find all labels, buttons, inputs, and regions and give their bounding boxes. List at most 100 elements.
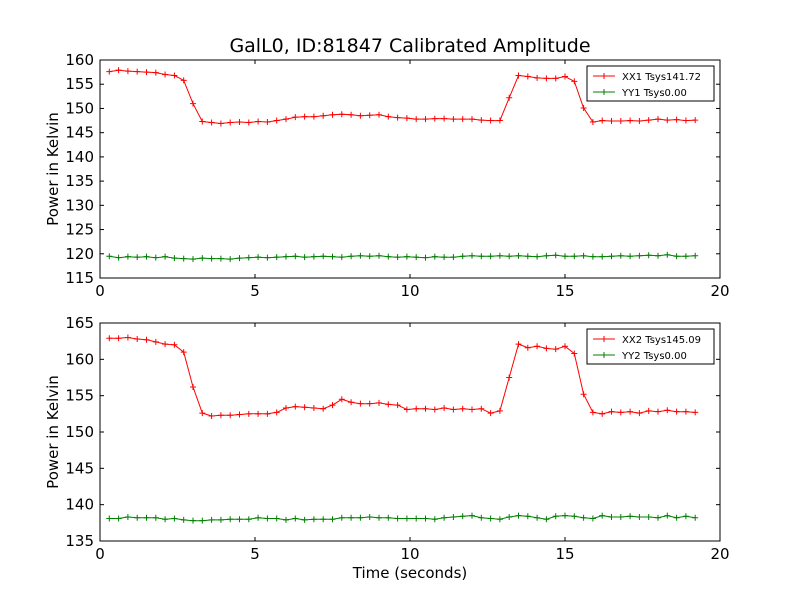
data-point: [571, 78, 578, 85]
data-point: [524, 73, 531, 80]
x-tick-label: 5: [250, 282, 260, 300]
data-point: [190, 383, 196, 390]
data-point: [543, 516, 550, 523]
data-point: [227, 119, 234, 126]
data-point: [394, 254, 401, 261]
data-point: [273, 515, 280, 522]
x-tick-label: 20: [710, 282, 729, 300]
data-point: [338, 396, 345, 403]
data-point: [450, 514, 457, 521]
data-point: [608, 514, 615, 521]
data-point: [422, 515, 429, 522]
data-point: [376, 399, 382, 406]
data-point: [152, 514, 159, 521]
data-point: [366, 253, 373, 260]
data-point: [459, 513, 466, 520]
data-point: [264, 410, 271, 417]
data-point: [124, 514, 131, 521]
data-point: [413, 116, 420, 123]
legend-marker: [601, 336, 607, 342]
data-point: [245, 410, 252, 417]
data-point: [217, 120, 224, 127]
data-point: [645, 407, 652, 414]
data-point: [385, 401, 392, 408]
data-point: [617, 409, 624, 416]
data-point: [636, 514, 643, 521]
data-point: [617, 514, 624, 521]
data-point: [627, 117, 634, 124]
data-point: [636, 118, 643, 125]
data-point: [403, 515, 410, 522]
data-point: [376, 252, 382, 259]
data-point: [543, 345, 550, 352]
data-point: [366, 400, 373, 407]
y-axis-label: Power in Kelvin: [44, 112, 62, 226]
data-point: [376, 111, 382, 118]
data-point: [283, 116, 289, 123]
data-point: [199, 410, 206, 417]
data-point: [255, 410, 262, 417]
data-point: [236, 119, 243, 126]
data-point: [255, 514, 262, 521]
data-point: [292, 403, 299, 410]
data-point: [506, 374, 513, 381]
data-point: [524, 344, 531, 351]
legend-box: [586, 65, 715, 102]
data-point: [134, 254, 141, 261]
data-point: [385, 514, 392, 521]
data-point: [608, 118, 615, 125]
data-point: [571, 350, 578, 357]
data-point: [655, 116, 661, 123]
y-tick-label: 130: [65, 196, 94, 214]
data-point: [106, 68, 113, 75]
series-line-2: [109, 254, 696, 260]
data-point: [310, 113, 317, 120]
data-point: [320, 516, 327, 523]
data-point: [264, 254, 271, 261]
data-point: [599, 253, 606, 260]
data-point: [441, 254, 448, 261]
data-point: [171, 72, 178, 79]
data-point: [227, 516, 234, 523]
data-point: [562, 512, 568, 519]
legend-label: YY1 Tsys0.00: [621, 88, 687, 99]
data-point: [329, 516, 336, 523]
data-point: [152, 254, 159, 261]
data-point: [599, 410, 606, 417]
data-point: [459, 253, 466, 260]
data-point: [357, 112, 364, 119]
legend: XX2 Tsys145.09 YY2 Tsys0.00: [586, 328, 715, 365]
data-point: [338, 514, 345, 521]
data-point: [608, 253, 615, 260]
data-point: [682, 117, 689, 124]
data-point: [208, 255, 215, 262]
data-point: [543, 252, 550, 259]
data-point: [329, 402, 336, 409]
data-point: [106, 515, 113, 522]
data-point: [348, 253, 355, 260]
data-point: [171, 515, 178, 522]
data-point: [301, 404, 308, 411]
legend-label: XX1 Tsys141.72: [622, 72, 701, 83]
data-point: [571, 253, 578, 260]
data-point: [301, 516, 308, 523]
legend-marker: [601, 73, 607, 79]
data-point: [338, 254, 345, 261]
data-point: [441, 405, 448, 412]
x-tick-label: 0: [95, 282, 105, 300]
data-point: [664, 117, 671, 124]
data-point: [496, 516, 503, 523]
data-point: [124, 334, 131, 341]
plot-panel-1: 0 5 10 15 20 115 120 125 130 135 140 145 150 155 160 Po…: [44, 51, 730, 300]
data-point: [217, 412, 224, 419]
data-point: [422, 254, 429, 261]
data-point: [450, 406, 457, 413]
data-point: [208, 413, 215, 420]
x-tick-label: 10: [400, 545, 419, 563]
data-point: [171, 255, 178, 262]
y-tick-label: 155: [65, 387, 94, 405]
data-point: [162, 341, 169, 348]
data-point: [208, 119, 215, 126]
data-point: [496, 407, 503, 414]
